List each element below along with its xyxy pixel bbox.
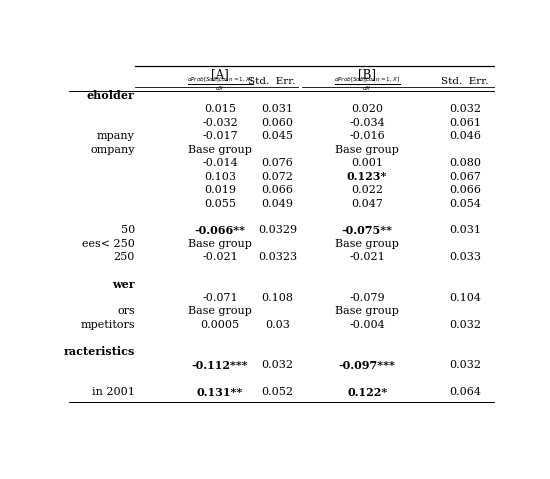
- Text: ompany: ompany: [90, 145, 135, 155]
- Text: Base group: Base group: [335, 145, 399, 155]
- Text: 0.103: 0.103: [204, 171, 236, 182]
- Text: 0.123*: 0.123*: [347, 171, 387, 182]
- Text: 0.047: 0.047: [351, 198, 383, 208]
- Text: $\frac{dProb[Soft|Loan=1,X]}{dX}$: $\frac{dProb[Soft|Loan=1,X]}{dX}$: [187, 75, 253, 93]
- Text: 0.052: 0.052: [262, 387, 294, 397]
- Text: 250: 250: [113, 252, 135, 262]
- Text: 0.031: 0.031: [449, 226, 481, 236]
- Text: -0.004: -0.004: [349, 319, 385, 330]
- Text: 0.031: 0.031: [262, 104, 294, 114]
- Text: -0.097***: -0.097***: [339, 360, 395, 371]
- Text: 0.049: 0.049: [262, 198, 294, 208]
- Text: 0.0329: 0.0329: [258, 226, 297, 236]
- Text: 0.122*: 0.122*: [347, 387, 387, 398]
- Text: 0.104: 0.104: [449, 293, 481, 303]
- Text: 0.033: 0.033: [449, 252, 481, 262]
- Text: 0.067: 0.067: [449, 171, 481, 182]
- Text: 0.061: 0.061: [449, 118, 481, 128]
- Text: -0.014: -0.014: [202, 158, 238, 168]
- Text: 0.045: 0.045: [262, 131, 294, 141]
- Text: Std.  Err.: Std. Err.: [248, 78, 295, 86]
- Text: 0.03: 0.03: [265, 319, 290, 330]
- Text: -0.034: -0.034: [349, 118, 385, 128]
- Text: 0.054: 0.054: [449, 198, 481, 208]
- Text: mpetitors: mpetitors: [80, 319, 135, 330]
- Text: $\frac{dProb[Soft|Loan=1,X]}{dX}$: $\frac{dProb[Soft|Loan=1,X]}{dX}$: [334, 75, 400, 93]
- Text: 0.072: 0.072: [262, 171, 294, 182]
- Text: 0.060: 0.060: [262, 118, 294, 128]
- Text: [B]: [B]: [358, 68, 376, 81]
- Text: 0.0005: 0.0005: [201, 319, 240, 330]
- Text: [A]: [A]: [211, 68, 229, 81]
- Text: 50: 50: [120, 226, 135, 236]
- Text: 0.131**: 0.131**: [197, 387, 243, 398]
- Text: 0.064: 0.064: [449, 387, 481, 397]
- Text: 0.055: 0.055: [204, 198, 236, 208]
- Text: -0.112***: -0.112***: [192, 360, 249, 371]
- Text: Base group: Base group: [188, 145, 252, 155]
- Text: -0.066**: -0.066**: [195, 225, 245, 236]
- Text: 0.0323: 0.0323: [258, 252, 297, 262]
- Text: 0.066: 0.066: [262, 185, 294, 195]
- Text: mpany: mpany: [97, 131, 135, 141]
- Text: 0.032: 0.032: [262, 360, 294, 370]
- Text: -0.017: -0.017: [202, 131, 238, 141]
- Text: eholder: eholder: [87, 91, 135, 102]
- Text: 0.108: 0.108: [262, 293, 294, 303]
- Text: wer: wer: [112, 279, 135, 290]
- Text: 0.032: 0.032: [449, 360, 481, 370]
- Text: 0.015: 0.015: [204, 104, 236, 114]
- Text: Base group: Base group: [335, 239, 399, 249]
- Text: Base group: Base group: [335, 306, 399, 316]
- Text: Base group: Base group: [188, 306, 252, 316]
- Text: -0.016: -0.016: [349, 131, 385, 141]
- Text: -0.075**: -0.075**: [342, 225, 393, 236]
- Text: -0.021: -0.021: [349, 252, 385, 262]
- Text: 0.080: 0.080: [449, 158, 481, 168]
- Text: 0.066: 0.066: [449, 185, 481, 195]
- Text: Base group: Base group: [188, 239, 252, 249]
- Text: Std.  Err.: Std. Err.: [442, 78, 489, 86]
- Text: 0.046: 0.046: [449, 131, 481, 141]
- Text: 0.020: 0.020: [351, 104, 383, 114]
- Text: -0.021: -0.021: [202, 252, 238, 262]
- Text: racteristics: racteristics: [63, 346, 135, 357]
- Text: ors: ors: [117, 306, 135, 316]
- Text: -0.071: -0.071: [202, 293, 238, 303]
- Text: 0.076: 0.076: [262, 158, 294, 168]
- Text: 0.001: 0.001: [351, 158, 383, 168]
- Text: -0.032: -0.032: [202, 118, 238, 128]
- Text: 0.022: 0.022: [351, 185, 383, 195]
- Text: ees< 250: ees< 250: [82, 239, 135, 249]
- Text: -0.079: -0.079: [349, 293, 385, 303]
- Text: 0.032: 0.032: [449, 319, 481, 330]
- Text: 0.032: 0.032: [449, 104, 481, 114]
- Text: 0.019: 0.019: [204, 185, 236, 195]
- Text: in 2001: in 2001: [92, 387, 135, 397]
